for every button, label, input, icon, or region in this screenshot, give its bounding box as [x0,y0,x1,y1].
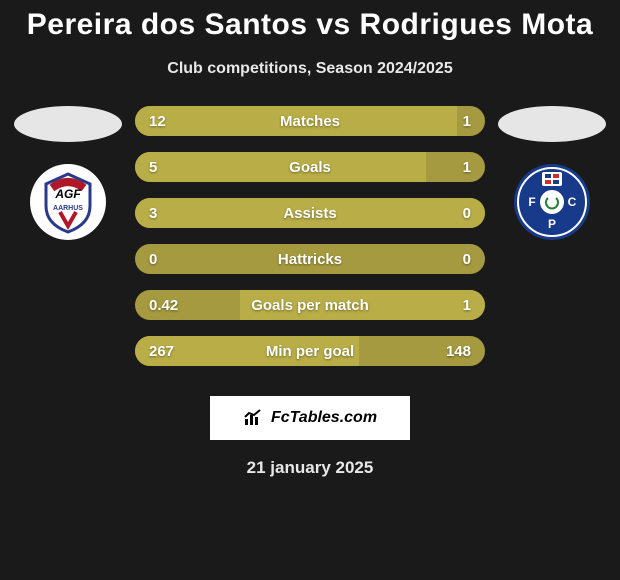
stat-row: 5 Goals 1 [135,152,485,182]
branding-text: FcTables.com [271,409,377,427]
stat-label: Min per goal [266,343,354,360]
stat-row: 0 Hattricks 0 [135,244,485,274]
left-side: AGF AARHUS [13,106,123,242]
stat-label: Matches [280,113,340,130]
stat-row-inner: 0.42 Goals per match 1 [135,290,485,320]
infographic-container: Pereira dos Santos vs Rodrigues Mota Clu… [0,0,620,478]
stat-label: Hattricks [278,251,342,268]
stats-box: 12 Matches 1 5 Goals 1 3 Assists 0 0 Hattricks 0 0.4… [135,106,485,382]
stat-right-value: 1 [463,113,471,130]
subtitle: Club competitions, Season 2024/2025 [0,60,620,78]
svg-text:AGF: AGF [54,187,81,201]
stat-row-inner: 3 Assists 0 [135,198,485,228]
right-oval [498,106,606,142]
stat-right-value: 0 [463,205,471,222]
svg-text:AARHUS: AARHUS [53,205,83,212]
stat-row-inner: 0 Hattricks 0 [135,244,485,274]
stat-right-value: 1 [463,297,471,314]
stat-row: 267 Min per goal 148 [135,336,485,366]
right-crest: F CP [512,162,592,242]
stat-left-value: 5 [149,159,157,176]
branding-badge: FcTables.com [210,396,410,440]
stat-left-value: 0 [149,251,157,268]
stat-row: 12 Matches 1 [135,106,485,136]
stat-row: 0.42 Goals per match 1 [135,290,485,320]
stat-label: Assists [283,205,336,222]
chart-icon [243,409,265,427]
stat-right-value: 1 [463,159,471,176]
stat-left-value: 0.42 [149,297,178,314]
stat-row-inner: 12 Matches 1 [135,106,485,136]
svg-text:C: C [568,195,577,209]
main-row: AGF AARHUS 12 Matches 1 5 Goals 1 3 Assists 0 0 Hat… [0,106,620,382]
stat-right-value: 0 [463,251,471,268]
stat-right-value: 148 [446,343,471,360]
stat-row: 3 Assists 0 [135,198,485,228]
stat-left-value: 267 [149,343,174,360]
left-oval [14,106,122,142]
stat-label: Goals per match [251,297,369,314]
title: Pereira dos Santos vs Rodrigues Mota [0,8,620,42]
stat-left-value: 12 [149,113,166,130]
right-side: F CP [497,106,607,242]
date-text: 21 january 2025 [0,458,620,478]
left-crest: AGF AARHUS [28,162,108,242]
stat-left-value: 3 [149,205,157,222]
stat-label: Goals [289,159,331,176]
stat-row-inner: 267 Min per goal 148 [135,336,485,366]
svg-text:P: P [548,217,556,231]
stat-row-inner: 5 Goals 1 [135,152,485,182]
svg-text:F: F [528,195,535,209]
